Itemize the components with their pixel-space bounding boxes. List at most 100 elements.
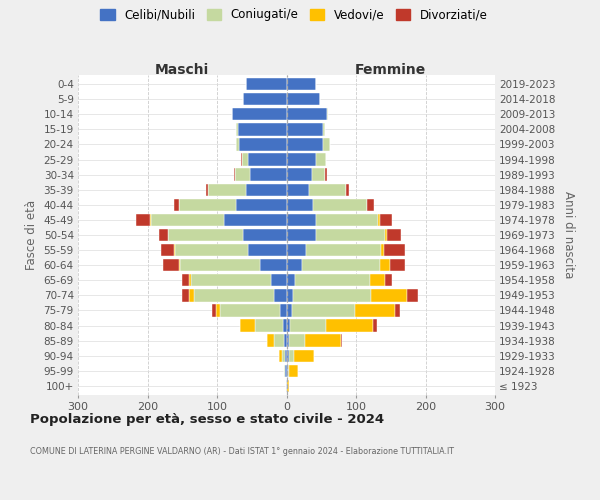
Y-axis label: Fasce di età: Fasce di età: [25, 200, 38, 270]
Bar: [279, 350, 281, 362]
Bar: [236, 198, 287, 211]
Bar: [246, 184, 287, 196]
Text: Popolazione per età, sesso e stato civile - 2024: Popolazione per età, sesso e stato civil…: [30, 412, 384, 426]
Bar: [287, 229, 316, 241]
Bar: [242, 154, 248, 166]
Bar: [274, 289, 287, 302]
Bar: [373, 320, 377, 332]
Bar: [367, 198, 374, 211]
Bar: [287, 108, 327, 120]
Bar: [281, 350, 285, 362]
Bar: [287, 289, 293, 302]
Bar: [302, 259, 380, 272]
Bar: [274, 334, 284, 347]
Bar: [160, 229, 167, 241]
Bar: [292, 304, 355, 316]
Bar: [188, 289, 194, 302]
Bar: [208, 184, 246, 196]
Bar: [232, 108, 287, 120]
Bar: [293, 289, 371, 302]
Bar: [284, 364, 285, 377]
Bar: [246, 78, 287, 90]
Legend: Celibi/Nubili, Coniugati/e, Vedovi/e, Divorziati/e: Celibi/Nubili, Coniugati/e, Vedovi/e, Di…: [100, 8, 488, 22]
Bar: [233, 168, 235, 181]
Text: Femmine: Femmine: [355, 64, 427, 78]
Bar: [217, 304, 220, 316]
Bar: [295, 274, 370, 286]
Bar: [194, 289, 274, 302]
Bar: [287, 214, 316, 226]
Bar: [241, 154, 242, 166]
Bar: [284, 334, 287, 347]
Bar: [287, 380, 289, 392]
Bar: [174, 244, 175, 256]
Bar: [267, 334, 274, 347]
Bar: [323, 138, 329, 150]
Bar: [238, 123, 287, 136]
Bar: [287, 184, 310, 196]
Bar: [313, 198, 367, 211]
Bar: [287, 350, 289, 362]
Bar: [294, 350, 314, 362]
Bar: [407, 289, 418, 302]
Bar: [236, 123, 238, 136]
Bar: [323, 123, 325, 136]
Bar: [287, 154, 316, 166]
Bar: [305, 334, 341, 347]
Bar: [286, 380, 287, 392]
Bar: [380, 214, 392, 226]
Bar: [390, 259, 406, 272]
Bar: [395, 304, 400, 316]
Bar: [248, 244, 287, 256]
Bar: [287, 93, 320, 106]
Bar: [136, 214, 150, 226]
Bar: [283, 320, 287, 332]
Bar: [169, 229, 244, 241]
Bar: [175, 244, 248, 256]
Bar: [370, 274, 385, 286]
Bar: [287, 364, 288, 377]
Bar: [287, 259, 302, 272]
Bar: [287, 244, 306, 256]
Bar: [239, 138, 287, 150]
Bar: [287, 320, 290, 332]
Bar: [327, 108, 328, 120]
Bar: [380, 259, 390, 272]
Bar: [220, 304, 280, 316]
Bar: [285, 364, 287, 377]
Bar: [280, 304, 287, 316]
Bar: [260, 259, 287, 272]
Bar: [163, 259, 179, 272]
Bar: [224, 214, 287, 226]
Bar: [287, 78, 316, 90]
Bar: [310, 184, 346, 196]
Bar: [255, 320, 283, 332]
Bar: [346, 184, 349, 196]
Bar: [316, 154, 326, 166]
Bar: [212, 304, 217, 316]
Bar: [290, 320, 326, 332]
Bar: [244, 229, 287, 241]
Bar: [179, 259, 180, 272]
Bar: [287, 274, 295, 286]
Text: Maschi: Maschi: [155, 64, 209, 78]
Bar: [235, 168, 250, 181]
Bar: [287, 123, 323, 136]
Bar: [311, 168, 325, 181]
Bar: [179, 198, 236, 211]
Bar: [287, 304, 292, 316]
Bar: [236, 138, 239, 150]
Bar: [150, 214, 151, 226]
Bar: [167, 229, 169, 241]
Bar: [250, 168, 287, 181]
Bar: [151, 214, 224, 226]
Bar: [381, 244, 385, 256]
Bar: [189, 274, 191, 286]
Bar: [243, 93, 287, 106]
Bar: [289, 334, 305, 347]
Bar: [287, 198, 313, 211]
Bar: [355, 304, 395, 316]
Bar: [182, 289, 188, 302]
Bar: [180, 259, 260, 272]
Bar: [287, 168, 311, 181]
